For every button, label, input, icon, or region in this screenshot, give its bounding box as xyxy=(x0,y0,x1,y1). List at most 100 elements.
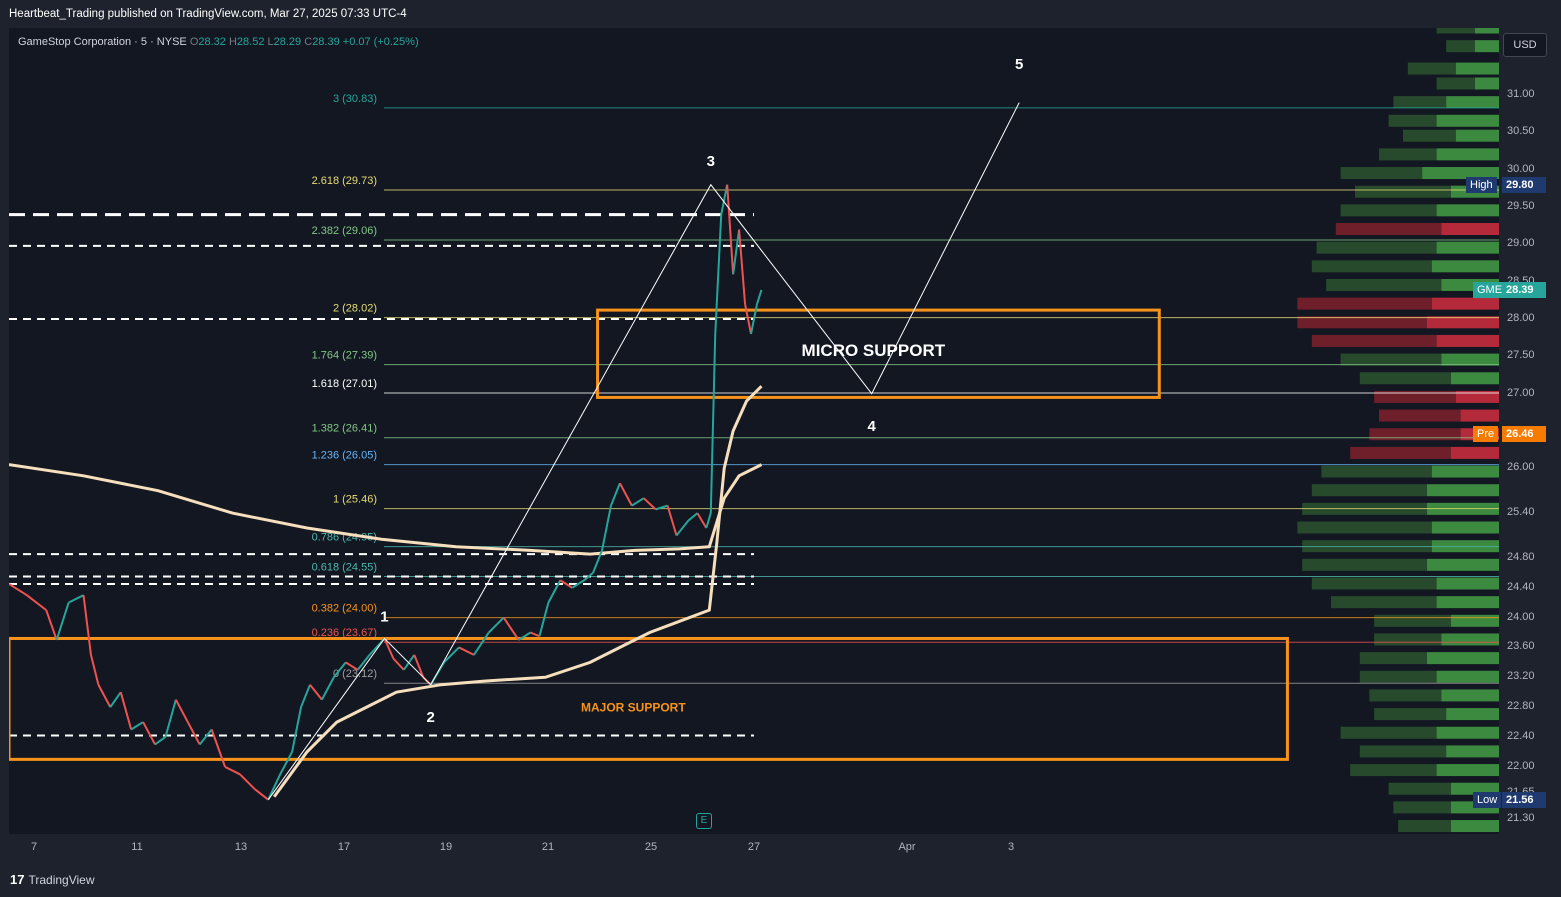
price-segment xyxy=(744,303,753,335)
y-tick-label: 23.20 xyxy=(1507,670,1535,683)
price-segment xyxy=(610,482,621,507)
tradingview-logo-icon: 17 xyxy=(10,872,25,887)
price-segment xyxy=(356,654,371,671)
price-tag-label: Pre xyxy=(1473,425,1499,442)
earnings-marker-icon[interactable]: E xyxy=(696,813,712,829)
fib-level-label: 1.382 (26.41) xyxy=(312,423,377,435)
price-tag-value: 21.56 xyxy=(1502,791,1546,808)
y-tick-label: 25.40 xyxy=(1507,506,1535,519)
legend-open: 28.32 xyxy=(198,36,226,48)
price-segment xyxy=(530,631,540,638)
volume-profile-bar-inner xyxy=(1427,484,1499,497)
volume-profile-bar-outer xyxy=(1403,129,1456,142)
price-segment xyxy=(547,579,562,604)
chart-area[interactable]: 3.382 (31.98)3 (30.83)2.618 (29.73)2.382… xyxy=(9,28,1499,834)
volume-profile-bar-outer xyxy=(1340,353,1442,366)
wave-label-1: 1 xyxy=(380,608,388,625)
price-segment xyxy=(696,512,708,529)
price-segment xyxy=(750,303,758,335)
tradingview-brand: TradingView xyxy=(28,872,95,887)
volume-profile-bar-outer xyxy=(1359,745,1447,758)
price-segment xyxy=(164,699,177,738)
support-zone-box xyxy=(9,636,1289,761)
volume-profile-bar-outer xyxy=(1388,114,1437,127)
price-segment xyxy=(732,229,741,275)
price-segment xyxy=(279,751,293,775)
fib-level-label: 1.764 (27.39) xyxy=(312,350,377,362)
price-segment xyxy=(321,676,335,701)
volume-profile-bar-outer xyxy=(1302,558,1427,571)
volume-profile-bar-inner xyxy=(1475,28,1499,34)
volume-profile-bar-inner xyxy=(1475,40,1499,53)
volume-profile-bar-inner xyxy=(1441,353,1499,366)
y-tick-label: 27.50 xyxy=(1507,349,1535,362)
y-tick-label: 28.00 xyxy=(1507,312,1535,325)
price-segment xyxy=(210,729,226,768)
volume-profile-bar-outer xyxy=(1374,614,1451,627)
price-segment xyxy=(345,661,359,671)
y-tick-label: 30.00 xyxy=(1507,162,1535,175)
legend-close: 28.39 xyxy=(312,36,340,48)
legend-high: 28.52 xyxy=(236,36,265,48)
fib-level-label: 1.236 (26.05) xyxy=(312,450,377,462)
price-segment xyxy=(89,654,100,685)
price-segment xyxy=(709,333,717,514)
volume-profile-bar-inner xyxy=(1436,670,1499,683)
x-tick-label: 25 xyxy=(644,841,658,853)
volume-profile-bar-outer xyxy=(1335,223,1442,235)
volume-profile-bar-outer xyxy=(1379,148,1437,161)
price-segment xyxy=(154,736,167,746)
volume-profile-bar-outer xyxy=(1311,484,1427,497)
volume-profile-bar-inner xyxy=(1475,77,1499,90)
volume-profile-bar-inner xyxy=(1436,114,1499,127)
price-segment xyxy=(9,583,28,597)
price-tag-label: GME xyxy=(1473,281,1507,298)
y-tick-label: 21.30 xyxy=(1507,812,1535,825)
volume-profile-bar-inner xyxy=(1436,726,1499,739)
tradingview-logo[interactable]: 17 TradingView xyxy=(10,872,95,887)
price-segment xyxy=(655,504,668,511)
volume-profile-bar-outer xyxy=(1340,204,1437,217)
volume-profile-bar-inner xyxy=(1436,577,1499,590)
price-tag-value: 26.46 xyxy=(1502,425,1546,442)
volume-profile-bar-outer xyxy=(1359,652,1427,665)
volume-profile-bar-outer xyxy=(1407,62,1456,75)
currency-button[interactable]: USD xyxy=(1503,33,1547,57)
volume-profile-bar-outer xyxy=(1340,726,1437,739)
legend-high-label: H xyxy=(228,36,237,48)
top-bar: Heartbeat_Trading published on TradingVi… xyxy=(0,0,1561,28)
volume-profile-bar-inner xyxy=(1436,764,1499,777)
volume-profile-bar-outer xyxy=(1369,428,1461,441)
volume-profile-bar-inner xyxy=(1460,409,1499,422)
price-segment xyxy=(45,609,58,641)
volume-profile-bar-outer xyxy=(1311,334,1437,347)
price-segment xyxy=(142,721,156,745)
price-segment xyxy=(68,594,84,604)
volume-profile-bar-inner xyxy=(1422,167,1499,180)
volume-profile-bar-inner xyxy=(1436,596,1499,609)
y-tick-label: 22.40 xyxy=(1507,729,1535,742)
price-segment xyxy=(383,638,395,660)
price-segment xyxy=(601,505,612,551)
symbol-legend: GameStop Corporation · 5 · NYSE O28.32 H… xyxy=(18,36,419,48)
fib-level-label: 0.236 (23.67) xyxy=(312,627,377,639)
volume-profile-bar-inner xyxy=(1436,148,1499,161)
volume-profile-bar-inner xyxy=(1427,316,1499,329)
price-segment xyxy=(756,289,763,305)
volume-profile-bar-inner xyxy=(1436,241,1499,254)
volume-profile-bar-inner xyxy=(1431,465,1499,478)
volume-profile-bar-outer xyxy=(1374,708,1447,721)
legend-low: 28.29 xyxy=(273,36,302,48)
y-tick-label: 27.00 xyxy=(1507,386,1535,399)
wave-label-5: 5 xyxy=(1015,56,1023,73)
legend-close-label: C xyxy=(304,36,313,48)
volume-profile-bar-outer xyxy=(1311,577,1437,590)
price-segment xyxy=(619,482,633,507)
chart-svg[interactable]: 3.382 (31.98)3 (30.83)2.618 (29.73)2.382… xyxy=(9,28,1499,834)
fib-level-label: 2.382 (29.06) xyxy=(312,225,377,237)
price-segment xyxy=(55,602,70,641)
volume-profile-bar-outer xyxy=(1321,465,1432,478)
price-segment xyxy=(254,788,269,801)
volume-profile-bar-inner xyxy=(1451,614,1499,627)
volume-profile-bar-inner xyxy=(1451,372,1499,385)
